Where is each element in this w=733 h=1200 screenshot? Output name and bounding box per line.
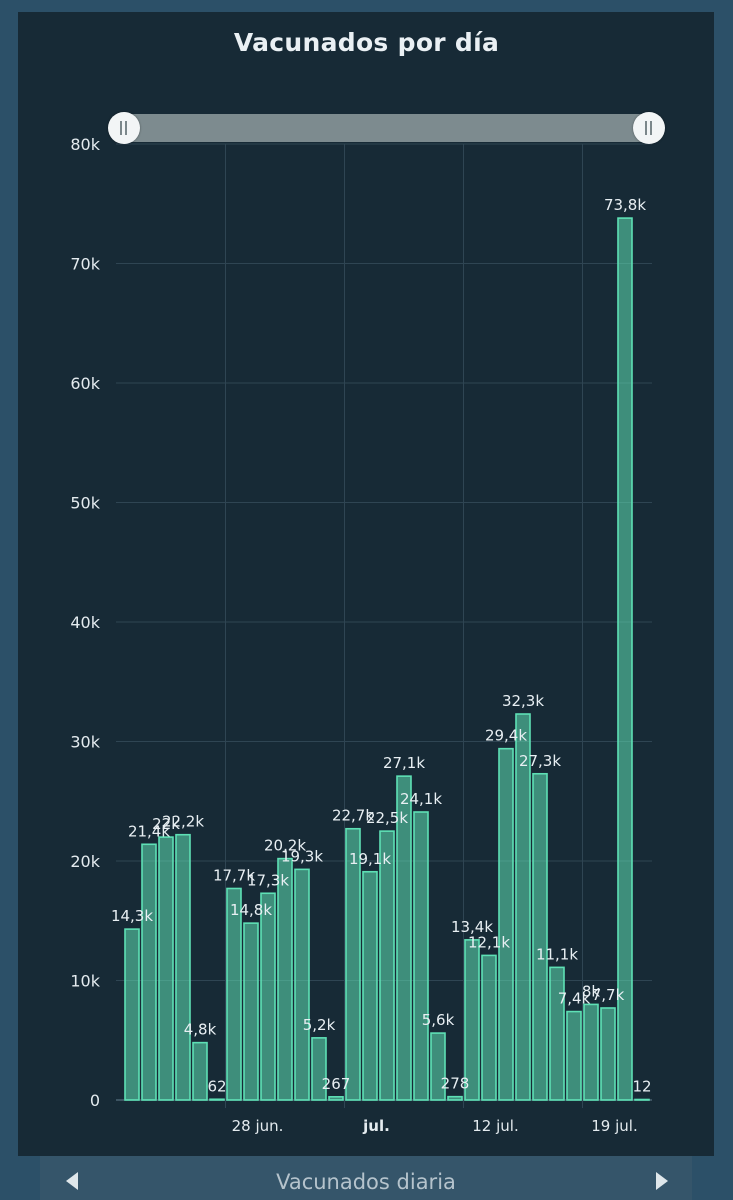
bar bbox=[583, 1003, 599, 1101]
data-label: 7,7k bbox=[592, 986, 625, 1004]
data-label: 7,4k bbox=[558, 990, 591, 1008]
y-axis-ticks: 0 10k 20k 30k 40k 50k 60k 70k 80k bbox=[70, 135, 100, 1110]
bar bbox=[328, 1096, 344, 1101]
bar bbox=[481, 954, 497, 1101]
data-label: 29,4k bbox=[485, 727, 527, 745]
data-label: 20,2k bbox=[264, 837, 306, 855]
chart-title: Vacunados por día bbox=[233, 28, 500, 57]
data-label: 12,1k bbox=[468, 933, 510, 951]
data-label: 278 bbox=[441, 1075, 470, 1093]
data-label: 24,1k bbox=[400, 790, 442, 808]
bar bbox=[617, 217, 633, 1101]
data-label: 21,4k bbox=[128, 822, 170, 840]
range-selector-track[interactable] bbox=[124, 114, 648, 142]
y-tick-label: 70k bbox=[70, 255, 100, 274]
bar bbox=[192, 1041, 208, 1101]
y-tick-label: 0 bbox=[90, 1091, 100, 1110]
data-label: 267 bbox=[322, 1075, 351, 1093]
data-label: 22,2k bbox=[162, 813, 204, 831]
navigator-bar: Vacunados diaria bbox=[40, 1156, 692, 1200]
y-tick-label: 60k bbox=[70, 374, 100, 393]
data-label: 11,1k bbox=[536, 945, 578, 963]
y-tick-label: 20k bbox=[70, 852, 100, 871]
data-label: 5,6k bbox=[422, 1011, 455, 1029]
bar bbox=[158, 836, 174, 1101]
y-tick-label: 10k bbox=[70, 972, 100, 991]
bar bbox=[294, 868, 310, 1101]
data-label: 22,5k bbox=[366, 809, 408, 827]
data-label: 5,2k bbox=[303, 1016, 336, 1034]
y-tick-label: 40k bbox=[70, 613, 100, 632]
data-label: 27,3k bbox=[519, 752, 561, 770]
bar bbox=[226, 887, 242, 1101]
x-tick-label: 19 jul. bbox=[591, 1117, 637, 1135]
bar bbox=[260, 892, 276, 1101]
data-label: 62 bbox=[207, 1077, 226, 1095]
bar bbox=[345, 827, 361, 1101]
bar bbox=[600, 1007, 616, 1101]
scroll-left-icon[interactable] bbox=[66, 1172, 78, 1190]
bar bbox=[498, 747, 514, 1101]
bar bbox=[124, 928, 140, 1101]
scroll-right-icon[interactable] bbox=[656, 1172, 668, 1190]
data-label: 22,7k bbox=[332, 807, 374, 825]
bar bbox=[277, 857, 293, 1101]
grid-lines bbox=[116, 143, 652, 1108]
range-start-handle[interactable] bbox=[108, 112, 140, 144]
bar bbox=[532, 772, 548, 1101]
y-tick-label: 80k bbox=[70, 135, 100, 154]
data-label: 27,1k bbox=[383, 754, 425, 772]
data-label: 4,8k bbox=[184, 1021, 217, 1039]
data-label: 14,3k bbox=[111, 907, 153, 925]
data-label: 12 bbox=[632, 1078, 651, 1096]
bar bbox=[464, 939, 480, 1101]
data-label: 19,1k bbox=[349, 850, 391, 868]
data-label: 17,7k bbox=[213, 866, 255, 884]
bar bbox=[243, 922, 259, 1101]
bar bbox=[413, 811, 429, 1101]
bars bbox=[124, 217, 650, 1101]
data-label: 32,3k bbox=[502, 692, 544, 710]
bar bbox=[175, 833, 191, 1101]
bar bbox=[362, 870, 378, 1101]
data-label: 14,8k bbox=[230, 901, 272, 919]
range-end-handle[interactable] bbox=[633, 112, 665, 144]
bar bbox=[566, 1010, 582, 1101]
x-tick-label: 12 jul. bbox=[472, 1117, 518, 1135]
y-tick-label: 50k bbox=[70, 494, 100, 513]
bar bbox=[515, 713, 531, 1101]
bar bbox=[396, 775, 412, 1101]
data-label: 22k bbox=[152, 815, 180, 833]
x-tick-label: jul. bbox=[362, 1117, 390, 1135]
bar bbox=[634, 1098, 650, 1101]
bar bbox=[549, 966, 565, 1101]
x-tick-label: 28 jun. bbox=[232, 1117, 284, 1135]
data-label: 19,3k bbox=[281, 847, 323, 865]
data-label: 73,8k bbox=[604, 196, 646, 214]
x-axis-ticks: 28 jun. jul. 12 jul. 19 jul. bbox=[232, 1117, 638, 1135]
navigator-label: Vacunados diaria bbox=[276, 1170, 456, 1194]
bar bbox=[379, 830, 395, 1101]
bar bbox=[141, 843, 157, 1101]
data-label: 8k bbox=[582, 982, 601, 1000]
data-label: 13,4k bbox=[451, 918, 493, 936]
bar bbox=[430, 1032, 446, 1101]
bar bbox=[311, 1037, 327, 1101]
bar bbox=[447, 1095, 463, 1101]
data-label: 17,3k bbox=[247, 871, 289, 889]
bar bbox=[209, 1098, 225, 1101]
y-tick-label: 30k bbox=[70, 733, 100, 752]
